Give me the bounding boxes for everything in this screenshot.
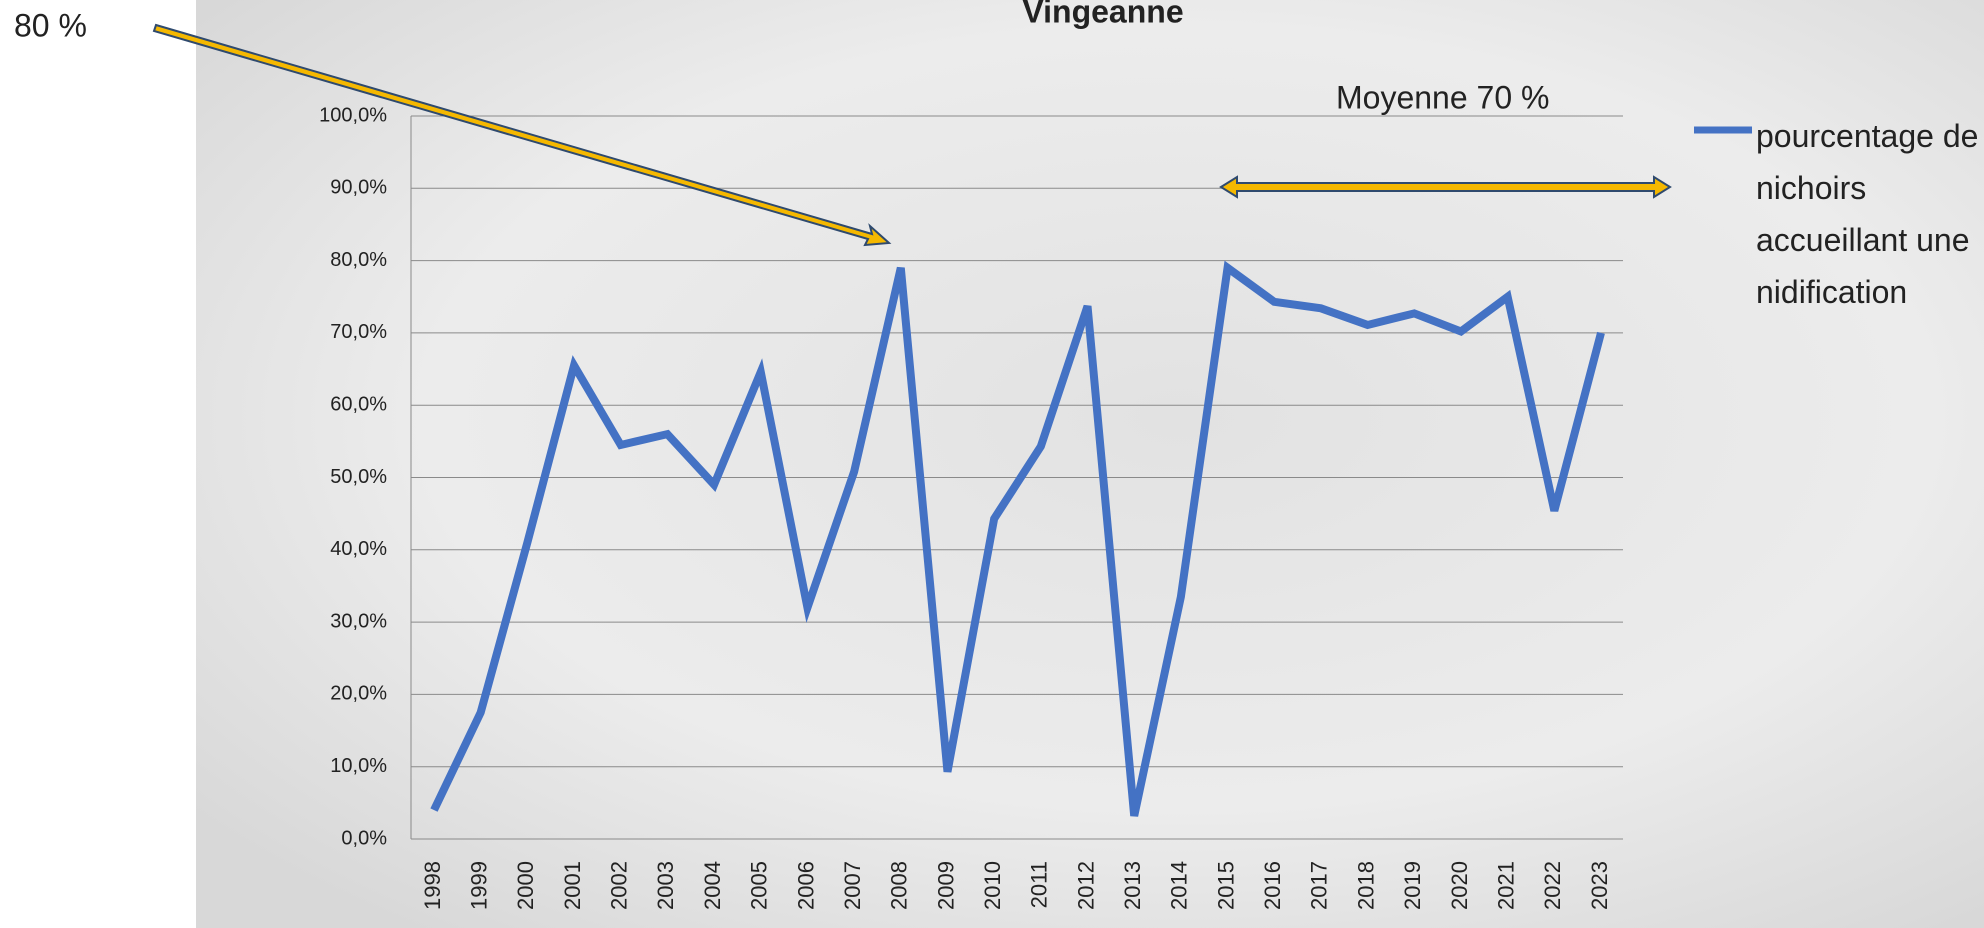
x-tick-label: 2009: [933, 861, 958, 910]
x-tick-label: 2007: [840, 861, 865, 910]
y-tick-label: 30,0%: [330, 610, 387, 632]
x-tick-label: 2012: [1073, 861, 1098, 910]
x-tick-label: 2017: [1307, 861, 1332, 910]
x-tick-label: 2011: [1027, 861, 1052, 908]
line-series: [430, 260, 1605, 817]
annotation: 80 %: [14, 7, 87, 43]
x-tick-label: 2019: [1400, 861, 1425, 910]
legend-label: pourcentage de nichoirs accueillant une …: [1756, 118, 1979, 310]
y-tick-label: 20,0%: [330, 683, 387, 705]
x-tick-label: 2010: [980, 861, 1005, 910]
y-tick-label: 70,0%: [330, 321, 387, 343]
y-tick-label: 100,0%: [319, 104, 387, 126]
x-tick-label: 2006: [793, 861, 818, 910]
x-tick-label: 2014: [1167, 861, 1192, 910]
x-tick-label: 2005: [747, 861, 772, 910]
x-tick-label: 2000: [513, 861, 538, 910]
x-tick-label: 2016: [1260, 861, 1285, 910]
double-arrow: [1219, 175, 1672, 199]
y-tick-label: 40,0%: [330, 538, 387, 560]
x-tick-label: 1999: [466, 861, 491, 910]
y-tick-label: 90,0%: [330, 177, 387, 199]
x-tick-label: 1998: [420, 861, 445, 910]
background-photo: [196, 0, 1984, 928]
x-tick-label: 2003: [653, 861, 678, 910]
chart-title: Vingeanne: [1022, 0, 1183, 29]
y-tick-label: 80,0%: [330, 249, 387, 271]
y-tick-label: 50,0%: [330, 466, 387, 488]
annotation: Moyenne 70 %: [1336, 79, 1549, 115]
x-tick-label: 2013: [1120, 861, 1145, 910]
x-tick-label: 2008: [887, 861, 912, 910]
x-tick-label: 2023: [1587, 861, 1612, 910]
y-tick-label: 60,0%: [330, 393, 387, 415]
x-tick-label: 2001: [560, 861, 585, 910]
x-tick-label: 2021: [1493, 861, 1518, 910]
x-tick-label: 2018: [1353, 861, 1378, 910]
x-tick-label: 2022: [1540, 861, 1565, 910]
y-tick-label: 0,0%: [341, 827, 387, 849]
x-tick-label: 2020: [1447, 861, 1472, 910]
x-tick-label: 2002: [607, 861, 632, 910]
x-tick-label: 2015: [1213, 861, 1238, 910]
y-tick-label: 10,0%: [330, 755, 387, 777]
arrow: [152, 23, 892, 247]
x-tick-label: 2004: [700, 861, 725, 910]
